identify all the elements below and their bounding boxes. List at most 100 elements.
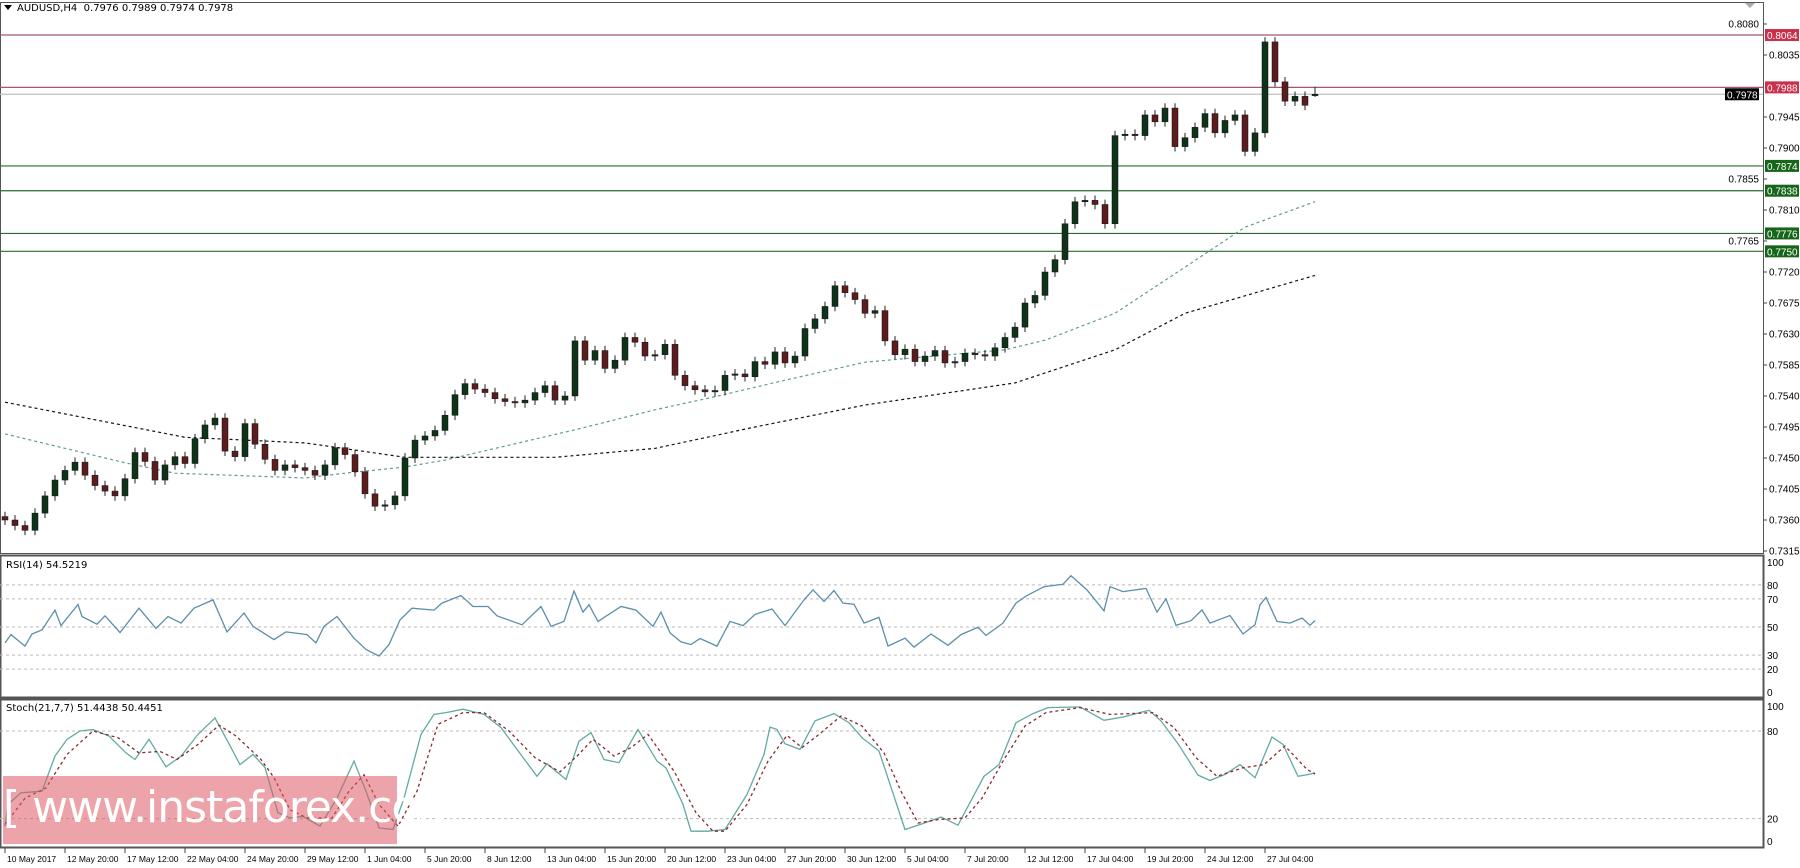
- candle-bear: [911, 348, 919, 362]
- candle-bear: [1151, 114, 1159, 123]
- candle-bear: [671, 344, 679, 376]
- candle-bear: [311, 470, 319, 476]
- candle-bull: [521, 399, 529, 404]
- candle-bear: [261, 443, 269, 460]
- candle-bull: [131, 452, 139, 479]
- candle-bull: [31, 512, 39, 531]
- date-tick-label: 15 Jun 20:00: [607, 854, 656, 864]
- moving-average-slow: [4, 274, 1316, 458]
- candle-bear: [761, 361, 769, 365]
- candle-bear: [781, 351, 789, 364]
- candle-bear: [271, 459, 279, 471]
- candle-bull: [1121, 133, 1129, 136]
- date-tick-label: 7 Jul 20:00: [967, 854, 1009, 864]
- stoch-tick-label: 80: [1767, 727, 1779, 738]
- ohlc-values: 0.7976 0.7989 0.7974 0.7978: [83, 3, 234, 14]
- candle-bull: [1031, 295, 1039, 304]
- date-tick-label: 29 May 12:00: [307, 854, 359, 864]
- candle-bull: [991, 347, 999, 357]
- candle-bull: [71, 461, 79, 471]
- level-label: 0.8064: [1767, 31, 1798, 42]
- rsi-label: RSI(14) 54.5219: [6, 560, 88, 571]
- stoch-tick-label: 0: [1767, 837, 1773, 848]
- level-label: 0.7874: [1767, 162, 1798, 173]
- candles: [1, 37, 1319, 536]
- date-tick-label: 12 Jul 12:00: [1027, 854, 1074, 864]
- candle-bear: [301, 467, 309, 471]
- candle-bear: [861, 299, 869, 314]
- candle-bear: [551, 385, 559, 401]
- candle-bull: [1201, 113, 1209, 128]
- main-panel-frame: [0, 2, 1764, 554]
- date-tick-label: 5 Jun 20:00: [427, 854, 472, 864]
- price-tick-label: 0.7315: [1769, 547, 1800, 558]
- rsi-tick-label: 100: [1767, 558, 1784, 569]
- candle-bull: [931, 350, 939, 357]
- date-tick-label: 10 May 2017: [7, 854, 56, 864]
- candle-bull: [821, 306, 829, 320]
- candle-bull: [921, 355, 929, 362]
- date-tick-label: 23 Jun 04:00: [727, 854, 776, 864]
- stoch-main-line: [4, 706, 1316, 832]
- candle-bear: [251, 423, 259, 445]
- dropdown-triangle-icon[interactable]: [4, 5, 12, 10]
- date-tick-label: 13 Jun 04:00: [547, 854, 596, 864]
- candle-bull: [621, 337, 629, 361]
- candle-bear: [471, 383, 479, 390]
- candle-bear: [981, 354, 989, 357]
- candle-bull: [1251, 132, 1259, 152]
- candle-bull: [801, 328, 809, 357]
- candle-bear: [111, 490, 119, 497]
- price-tick-label: 0.7540: [1769, 392, 1800, 403]
- candle-bull: [1051, 259, 1059, 273]
- rsi-tick-label: 0: [1767, 688, 1773, 699]
- candle-bull: [751, 361, 759, 377]
- price-tick-label: 0.7855: [1728, 175, 1759, 186]
- candle-bear: [511, 401, 519, 404]
- candle-bear: [641, 342, 649, 357]
- candle-bull: [1231, 114, 1239, 121]
- candle-bull: [731, 373, 739, 376]
- candle-bull: [331, 447, 339, 466]
- candle-bull: [901, 348, 909, 355]
- rsi-tick-label: 50: [1767, 623, 1779, 634]
- candle-bear: [91, 474, 99, 486]
- candle-bull: [541, 385, 549, 393]
- level-label-bg: [1765, 29, 1799, 42]
- candle-bear: [371, 493, 379, 507]
- candle-bear: [881, 310, 889, 342]
- moving-average-fast: [4, 201, 1316, 479]
- date-tick-label: 22 May 04:00: [187, 854, 239, 864]
- candle-bear: [1241, 114, 1249, 152]
- candle-bear: [851, 292, 859, 300]
- price-tick-label: 0.7810: [1769, 206, 1800, 217]
- price-tick-label: 0.8035: [1769, 51, 1800, 62]
- candle-bull: [121, 478, 129, 497]
- candle-bear: [701, 389, 709, 393]
- candle-bear: [151, 461, 159, 481]
- price-tick-label: 0.8080: [1728, 20, 1759, 31]
- candle-bull: [831, 285, 839, 307]
- candle-bear: [361, 471, 369, 495]
- candle-bull: [1191, 127, 1199, 138]
- price-tick-label: 0.7450: [1769, 454, 1800, 465]
- price-tick-label: 0.7360: [1769, 516, 1800, 527]
- candle-bear: [971, 353, 979, 355]
- candle-bull: [461, 383, 469, 395]
- candle-bull: [1041, 271, 1049, 296]
- candle-bull: [1141, 114, 1149, 136]
- candle-bull: [161, 464, 169, 481]
- candle-bull: [1011, 326, 1019, 338]
- candle-bull: [771, 351, 779, 365]
- candle-bull: [1111, 135, 1119, 225]
- price-tick-label: 0.7720: [1769, 268, 1800, 279]
- date-tick-label: 5 Jul 04:00: [907, 854, 949, 864]
- level-label-bg: [1725, 88, 1759, 101]
- date-tick-label: 24 Jul 12:00: [1207, 854, 1254, 864]
- candle-bear: [141, 452, 149, 462]
- candle-bull: [61, 470, 69, 481]
- date-tick-label: 27 Jul 04:00: [1267, 854, 1314, 864]
- stoch-label: Stoch(21,7,7) 51.4438 50.4451: [6, 703, 163, 714]
- candle-bear: [351, 454, 359, 473]
